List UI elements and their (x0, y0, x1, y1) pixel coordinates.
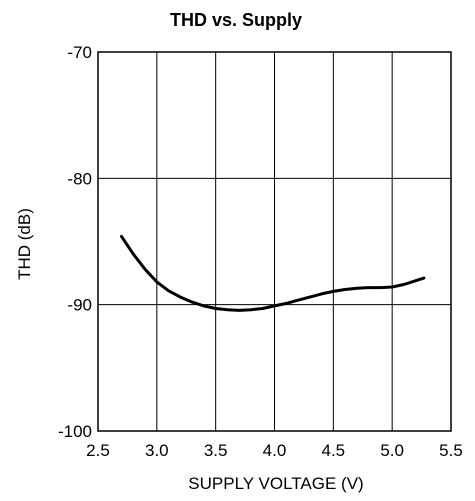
grid-lines (97, 51, 452, 432)
y-axis-label: THD (dB) (15, 208, 34, 280)
y-tick-label: -70 (67, 43, 92, 62)
x-tick-label: 2.5 (86, 441, 110, 460)
x-tick-labels: 2.5 3.0 3.5 4.0 4.5 5.0 5.5 (86, 441, 463, 460)
plot-frame (97, 51, 452, 432)
series-layer (120, 234, 426, 312)
x-axis-label: SUPPLY VOLTAGE (V) (188, 474, 363, 493)
thd-series-line (120, 234, 426, 312)
x-tick-label: 4.5 (322, 441, 346, 460)
x-tick-label: 5.0 (380, 441, 404, 460)
chart-title: THD vs. Supply (170, 10, 302, 30)
y-tick-labels: -100 -90 -80 -70 (58, 43, 92, 441)
x-tick-label: 5.5 (439, 441, 463, 460)
x-tick-label: 4.0 (263, 441, 287, 460)
x-tick-label: 3.0 (145, 441, 169, 460)
x-tick-label: 3.5 (204, 441, 228, 460)
y-tick-label: -100 (58, 422, 92, 441)
y-tick-label: -80 (67, 169, 92, 188)
y-tick-label: -90 (67, 296, 92, 315)
